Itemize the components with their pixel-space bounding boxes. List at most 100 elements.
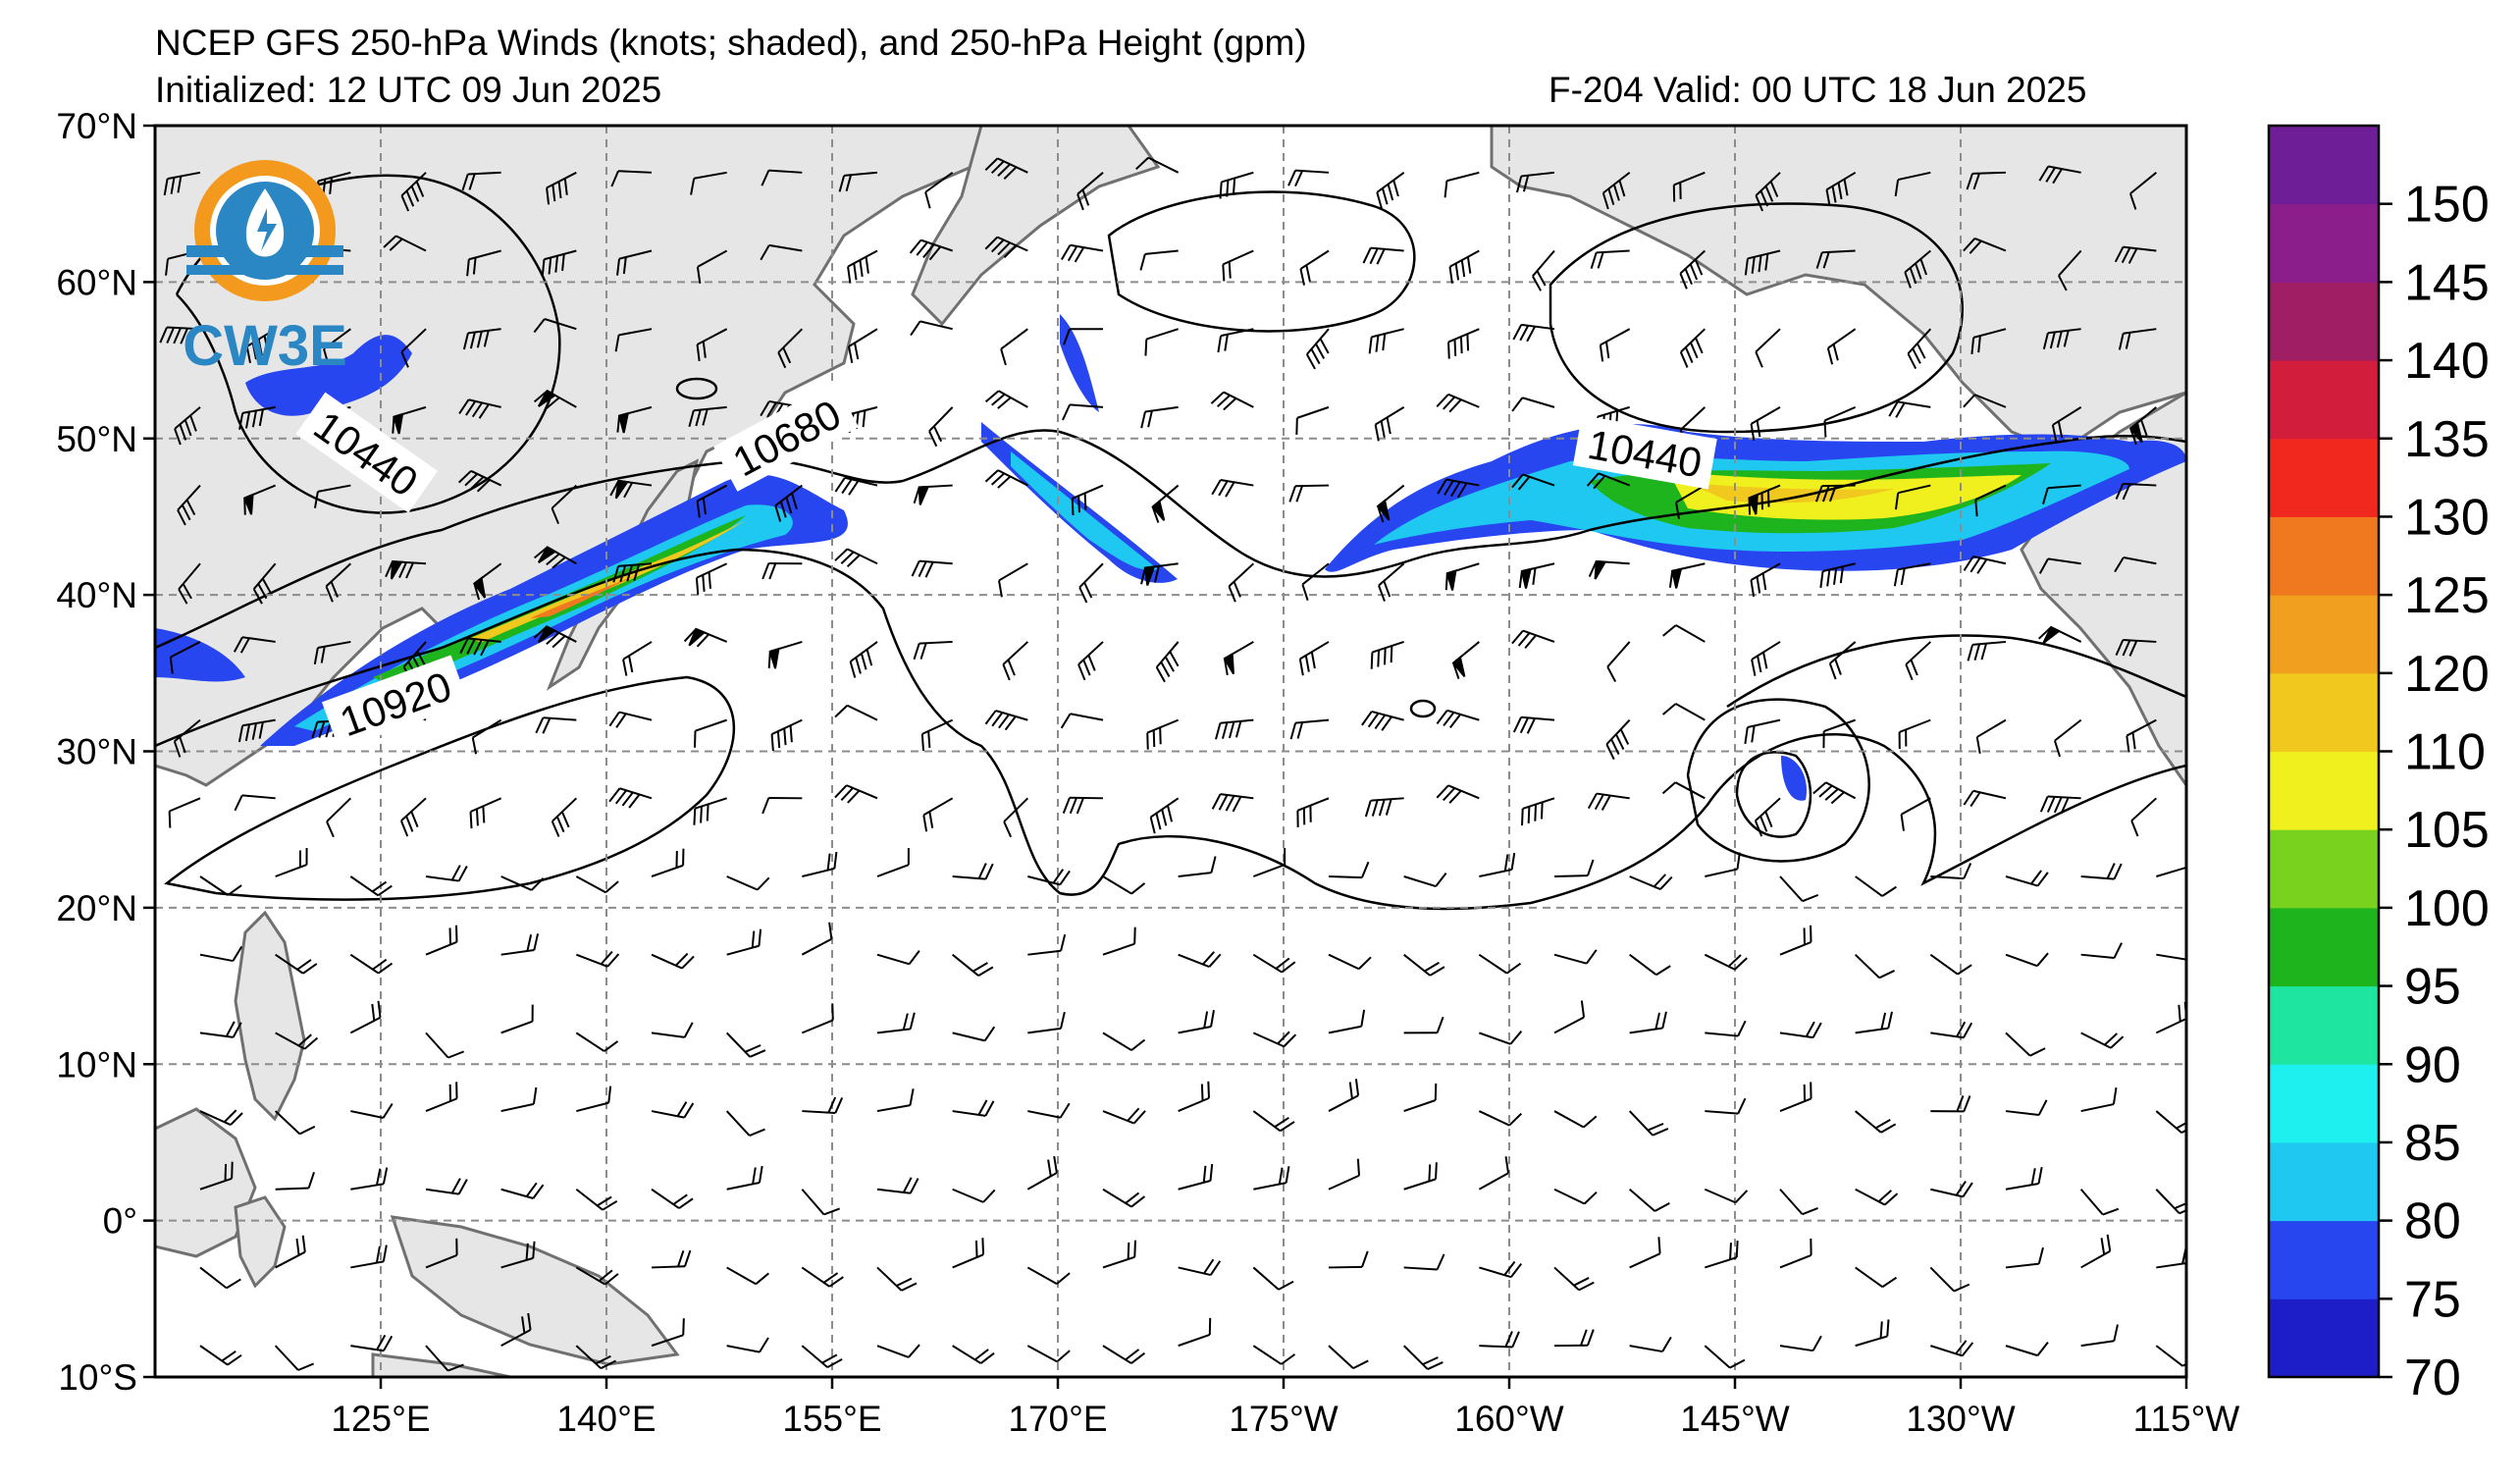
wind-barb xyxy=(1301,562,1330,601)
wind-barb xyxy=(392,405,427,435)
wind-barb xyxy=(651,1318,685,1348)
wind-barb xyxy=(575,1266,619,1286)
wind-barb xyxy=(178,562,201,605)
wind-barb xyxy=(849,641,878,678)
colorbar-segment xyxy=(2269,1220,2379,1299)
wind-barb xyxy=(2038,165,2081,185)
wind-barb xyxy=(1854,953,1895,980)
wind-barb xyxy=(651,952,695,970)
wind-barb xyxy=(802,1096,844,1115)
wind-barb xyxy=(1590,249,1630,269)
colorbar-segment xyxy=(2269,282,2379,361)
wind-barb xyxy=(1299,249,1330,286)
wind-barb xyxy=(770,718,803,752)
wind-barb xyxy=(909,238,953,261)
wind-barb xyxy=(1368,328,1404,354)
wind-barb xyxy=(1704,953,1748,971)
wind-barb xyxy=(1930,1021,1973,1039)
wind-barb xyxy=(173,718,201,758)
philippines-land xyxy=(234,910,306,1122)
wind-barb xyxy=(1970,328,2007,354)
wind-barb xyxy=(1855,875,1897,897)
wind-barb xyxy=(696,328,728,362)
wind-barb xyxy=(1553,1110,1598,1129)
wind-barb xyxy=(1779,1021,1822,1039)
wind-barb xyxy=(1893,562,1931,587)
wind-barb xyxy=(1328,1345,1369,1370)
wind-barb xyxy=(457,469,502,493)
wind-barb xyxy=(2156,866,2186,877)
wind-barb xyxy=(1855,1319,1890,1348)
wind-barb xyxy=(385,560,427,580)
wind-barb xyxy=(1553,1329,1595,1348)
lon-tick-label: 125°E xyxy=(331,1399,430,1439)
wind-barb xyxy=(245,328,277,363)
wind-barb xyxy=(1755,328,1781,368)
wind-barb xyxy=(761,796,803,815)
wind-barb xyxy=(726,928,762,956)
wind-barb xyxy=(1252,847,1286,877)
wind-barb xyxy=(838,171,878,192)
lon-tick-label: 115°W xyxy=(2133,1399,2240,1439)
wind-barb xyxy=(984,710,1028,731)
wind-barb xyxy=(2005,870,2049,887)
wind-barb xyxy=(1967,640,2007,662)
wind-barb xyxy=(1628,1110,1669,1137)
wind-barb xyxy=(472,562,502,601)
wind-barb xyxy=(651,848,685,877)
wind-barb xyxy=(575,875,619,894)
wind-barb xyxy=(169,641,201,674)
wind-barb xyxy=(1026,1266,1071,1286)
australia-land xyxy=(371,1352,511,1377)
wind-barb xyxy=(1364,797,1404,818)
wind-barb xyxy=(1779,1335,1822,1352)
wind-barb xyxy=(616,405,653,434)
contour-10680 xyxy=(155,429,2186,650)
wind-barb xyxy=(693,797,727,825)
wind-barb xyxy=(726,1266,769,1286)
wind-barb xyxy=(551,797,578,837)
wind-barb xyxy=(199,1109,243,1127)
wind-barb xyxy=(2118,328,2157,350)
wind-barb xyxy=(459,637,501,657)
wind-barb xyxy=(834,548,878,568)
wind-barb xyxy=(1900,797,1931,831)
wind-barb xyxy=(275,1171,315,1191)
wind-barb xyxy=(1102,875,1146,895)
wind-barb xyxy=(1003,797,1029,838)
colorbar-tick-label: 110 xyxy=(2404,724,2486,781)
wind-barb xyxy=(2051,406,2082,442)
wind-barb xyxy=(1140,405,1179,429)
wind-barb xyxy=(534,546,577,569)
wind-barb xyxy=(326,797,352,838)
wind-barb xyxy=(1478,1156,1510,1191)
wind-barb xyxy=(199,875,242,896)
wind-barb xyxy=(1963,789,2007,808)
wind-barb xyxy=(801,922,833,956)
wind-barb xyxy=(1521,797,1555,826)
wind-barb xyxy=(651,1249,692,1269)
wind-barb xyxy=(1929,953,1972,976)
wind-barb xyxy=(777,328,804,369)
colorbar-labels: 70 75 80 85 90 95 100 105 110 120 125 130 135 140 145 1… xyxy=(2404,177,2490,1406)
wind-barb xyxy=(1146,718,1180,750)
lat-tick-label: 40°N xyxy=(56,575,137,615)
wind-barb xyxy=(541,249,577,277)
wind-barb xyxy=(1894,484,1931,510)
lon-tick-label: 145°W xyxy=(1680,1399,1790,1439)
wind-barb xyxy=(1252,1031,1297,1048)
wind-barb xyxy=(1905,641,1932,681)
wind-barb xyxy=(922,797,954,832)
wind-barb xyxy=(199,945,243,963)
wind-barb xyxy=(1929,1266,1970,1293)
colorbar-tick-label: 100 xyxy=(2404,880,2490,937)
wind-barb xyxy=(1512,323,1555,343)
wind-barb xyxy=(2156,953,2186,961)
wind-barb xyxy=(313,640,351,664)
wind-barb xyxy=(608,787,653,809)
wind-barb xyxy=(834,704,878,721)
wind-barb xyxy=(1361,710,1404,731)
wind-barb xyxy=(726,1165,763,1191)
wind-barb xyxy=(425,1345,464,1372)
wind-barb xyxy=(1328,1079,1360,1112)
